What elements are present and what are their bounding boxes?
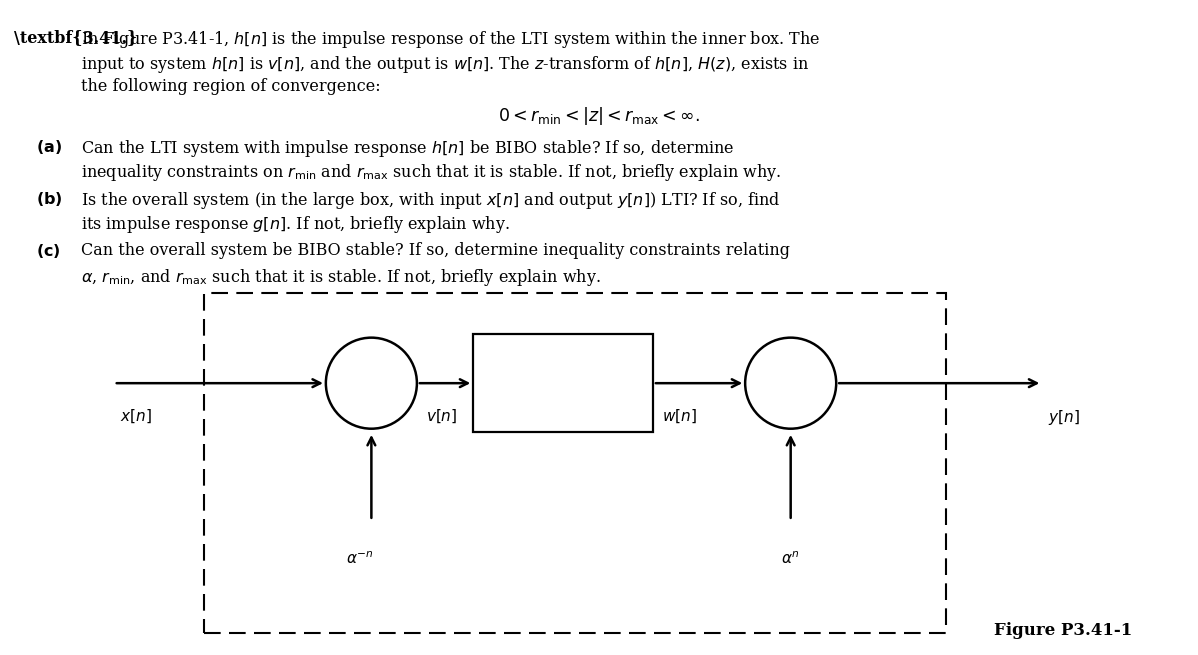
Text: Is the overall system (in the large box, with input $x[n]$ and output $y[n]$) LT: Is the overall system (in the large box,… bbox=[81, 190, 781, 211]
Text: $\times$: $\times$ bbox=[364, 374, 379, 392]
Text: \textbf{3.41.}: \textbf{3.41.} bbox=[14, 29, 138, 47]
Text: Can the overall system be BIBO stable? If so, determine inequality constraints r: Can the overall system be BIBO stable? I… bbox=[81, 242, 791, 259]
Text: the following region of convergence:: the following region of convergence: bbox=[81, 78, 381, 95]
Text: Can the LTI system with impulse response $h[n]$ be BIBO stable? If so, determine: Can the LTI system with impulse response… bbox=[81, 138, 736, 159]
Text: $x[n]$: $x[n]$ bbox=[120, 408, 151, 426]
Text: $\mathbf{(b)}$: $\mathbf{(b)}$ bbox=[36, 190, 62, 208]
Text: $\alpha^{-n}$: $\alpha^{-n}$ bbox=[345, 550, 374, 567]
Text: $0 < r_{\mathrm{min}} < |z| < r_{\mathrm{max}} < \infty.$: $0 < r_{\mathrm{min}} < |z| < r_{\mathrm… bbox=[498, 105, 700, 127]
Text: $\mathbf{(c)}$: $\mathbf{(c)}$ bbox=[36, 242, 61, 260]
Text: Figure P3.41-1: Figure P3.41-1 bbox=[994, 622, 1132, 639]
Text: In Figure P3.41-1, $h[n]$ is the impulse response of the LTI system within the i: In Figure P3.41-1, $h[n]$ is the impulse… bbox=[81, 29, 821, 50]
Text: $h[n]$: $h[n]$ bbox=[547, 354, 579, 371]
Text: $\alpha^{n}$: $\alpha^{n}$ bbox=[781, 550, 800, 567]
Text: $w[n]$: $w[n]$ bbox=[662, 408, 697, 426]
Text: $y[n]$: $y[n]$ bbox=[1048, 408, 1079, 427]
Text: $v[n]$: $v[n]$ bbox=[426, 408, 458, 426]
Text: $\times$: $\times$ bbox=[783, 374, 798, 392]
Text: its impulse response $g[n]$. If not, briefly explain why.: its impulse response $g[n]$. If not, bri… bbox=[81, 214, 510, 235]
Text: $\mathbf{(a)}$: $\mathbf{(a)}$ bbox=[36, 138, 62, 155]
Text: LTI: LTI bbox=[551, 390, 575, 405]
Text: inequality constraints on $r_{\mathrm{min}}$ and $r_{\mathrm{max}}$ such that it: inequality constraints on $r_{\mathrm{mi… bbox=[81, 162, 782, 183]
Text: $\alpha$, $r_{\mathrm{min}}$, and $r_{\mathrm{max}}$ such that it is stable. If : $\alpha$, $r_{\mathrm{min}}$, and $r_{\m… bbox=[81, 267, 601, 288]
Text: input to system $h[n]$ is $v[n]$, and the output is $w[n]$. The $z$-transform of: input to system $h[n]$ is $v[n]$, and th… bbox=[81, 54, 810, 75]
